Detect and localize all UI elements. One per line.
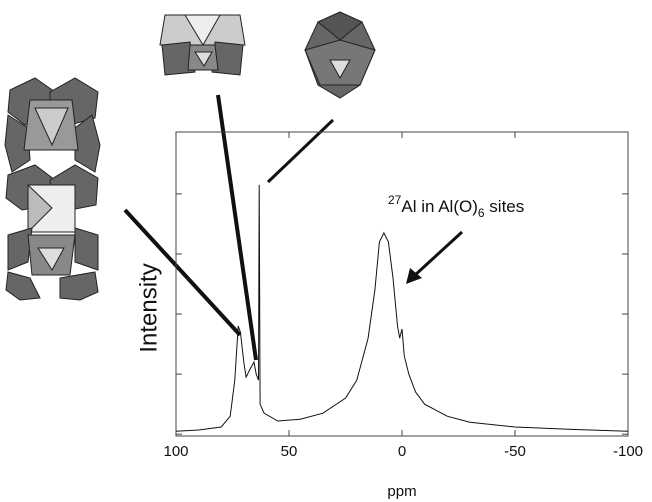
chart: ppm Intensity 27Al in Al(O)6 sites 100 50… [0, 0, 652, 502]
structure-drawings [5, 12, 375, 360]
x-tick-label: -50 [504, 443, 526, 460]
x-tick-label: -100 [613, 443, 643, 460]
annotation-text: sites [485, 197, 525, 216]
x-axis-label: ppm [387, 483, 416, 500]
x-tick-label: 50 [281, 443, 298, 460]
spectrum-line [176, 185, 628, 431]
x-tick-label: 0 [398, 443, 406, 460]
y-axis-label: Intensity [135, 263, 162, 352]
annotation-arrow [414, 232, 462, 276]
annotation-text: Al in Al(O) [401, 197, 478, 216]
x-tick-label: 100 [163, 443, 188, 460]
annotation-superscript: 27 [388, 193, 402, 207]
annotation: 27Al in Al(O)6 sites [388, 193, 524, 220]
